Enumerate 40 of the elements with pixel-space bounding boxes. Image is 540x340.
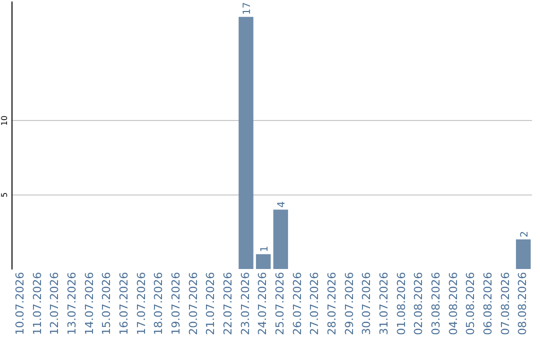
x-tick-label: 16.07.2026 [118,272,131,336]
x-tick-label: 11.07.2026 [30,272,44,336]
x-tick-label: 03.08.2026 [430,272,443,336]
x-tick-label: 19.07.2026 [170,272,183,336]
bar [238,16,254,270]
x-tick-label: 20.07.2026 [186,272,200,336]
x-tick-label: 15.07.2026 [100,272,114,336]
data-label: 1 [259,246,270,252]
x-tick-label: 04.08.2026 [446,272,460,336]
x-tick-label: 13.07.2026 [66,272,79,336]
x-tick-label: 14.07.2026 [82,272,96,336]
x-tick-label: 05.08.2026 [464,272,478,336]
x-tick-label: 17.07.2026 [134,272,148,336]
x-tick-label: 29.07.2026 [342,272,356,336]
x-tick-label: 07.08.2026 [498,272,512,336]
x-tick-label: 08.08.2026 [516,272,530,336]
bar [273,210,288,270]
x-tick-label: 10.07.2026 [14,272,27,336]
x-tick-label: 01.08.2026 [394,272,408,336]
y-tick-label: 10 [0,116,10,126]
data-label: 17 [242,2,253,15]
data-label: 2 [519,230,530,238]
y-tick-label: 5 [0,192,10,198]
x-tick-label: 02.08.2026 [412,272,426,336]
x-tick-label: 12.07.2026 [48,272,62,336]
x-tick-label: 30.07.2026 [360,272,374,336]
x-tick-label: 26.07.2026 [290,272,304,336]
bar [256,254,271,270]
x-tick-label: 31.07.2026 [378,272,391,336]
x-tick-label: 22.07.2026 [222,272,235,336]
x-tick-label: 06.08.2026 [482,272,495,336]
x-tick-label: 27.07.2026 [308,272,322,336]
bar [516,239,531,270]
x-tick-label: 28.07.2026 [326,272,339,336]
x-tick-label: 24.07.2026 [256,272,270,336]
x-tick-label: 23.07.2026 [238,272,252,336]
x-tick-label: 18.07.2026 [152,272,166,336]
x-tick-label: 25.07.2026 [274,272,287,336]
data-label: 4 [276,201,288,208]
x-tick-label: 21.07.2026 [204,272,218,336]
